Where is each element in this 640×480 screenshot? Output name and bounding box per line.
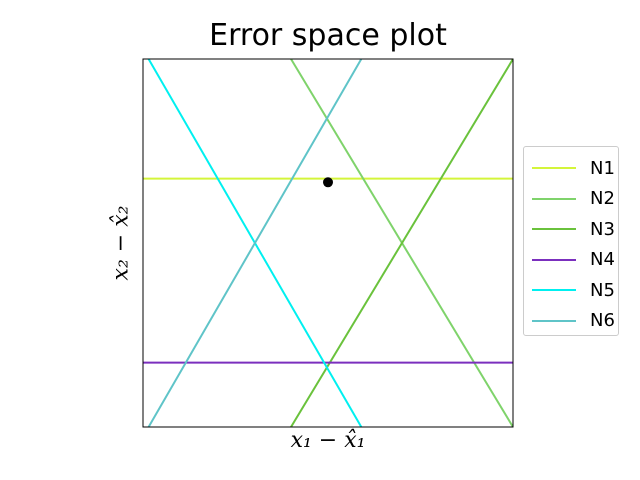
y-axis-label: x₂ − x̂₂ [108, 205, 134, 281]
legend-label: N6 [590, 310, 615, 332]
legend-item-n5: N5 [524, 275, 618, 306]
legend-label: N2 [590, 188, 615, 210]
legend-swatch [532, 319, 576, 322]
legend-swatch [532, 197, 576, 200]
estimate-point [323, 177, 333, 188]
legend-item-n4: N4 [524, 245, 618, 276]
legend-item-n1: N1 [524, 153, 618, 184]
legend-item-n6: N6 [524, 306, 618, 337]
legend-swatch [532, 228, 576, 231]
legend-swatch [532, 258, 576, 261]
legend-item-n2: N2 [524, 184, 618, 215]
chart-title: Error space plot [209, 18, 447, 53]
legend-swatch [532, 289, 576, 292]
series-line-n3 [290, 59, 513, 427]
legend-swatch [532, 167, 576, 170]
series-line-n6 [147, 59, 363, 427]
legend-label: N4 [590, 249, 615, 271]
legend: N1 N2 N3 N4 N5 N6 [523, 146, 619, 336]
legend-label: N3 [590, 218, 615, 240]
axes-frame [142, 58, 514, 428]
x-axis-label: x₁ − x̂₁ [290, 428, 366, 453]
legend-label: N1 [590, 157, 615, 179]
legend-label: N5 [590, 279, 615, 301]
legend-item-n3: N3 [524, 214, 618, 245]
